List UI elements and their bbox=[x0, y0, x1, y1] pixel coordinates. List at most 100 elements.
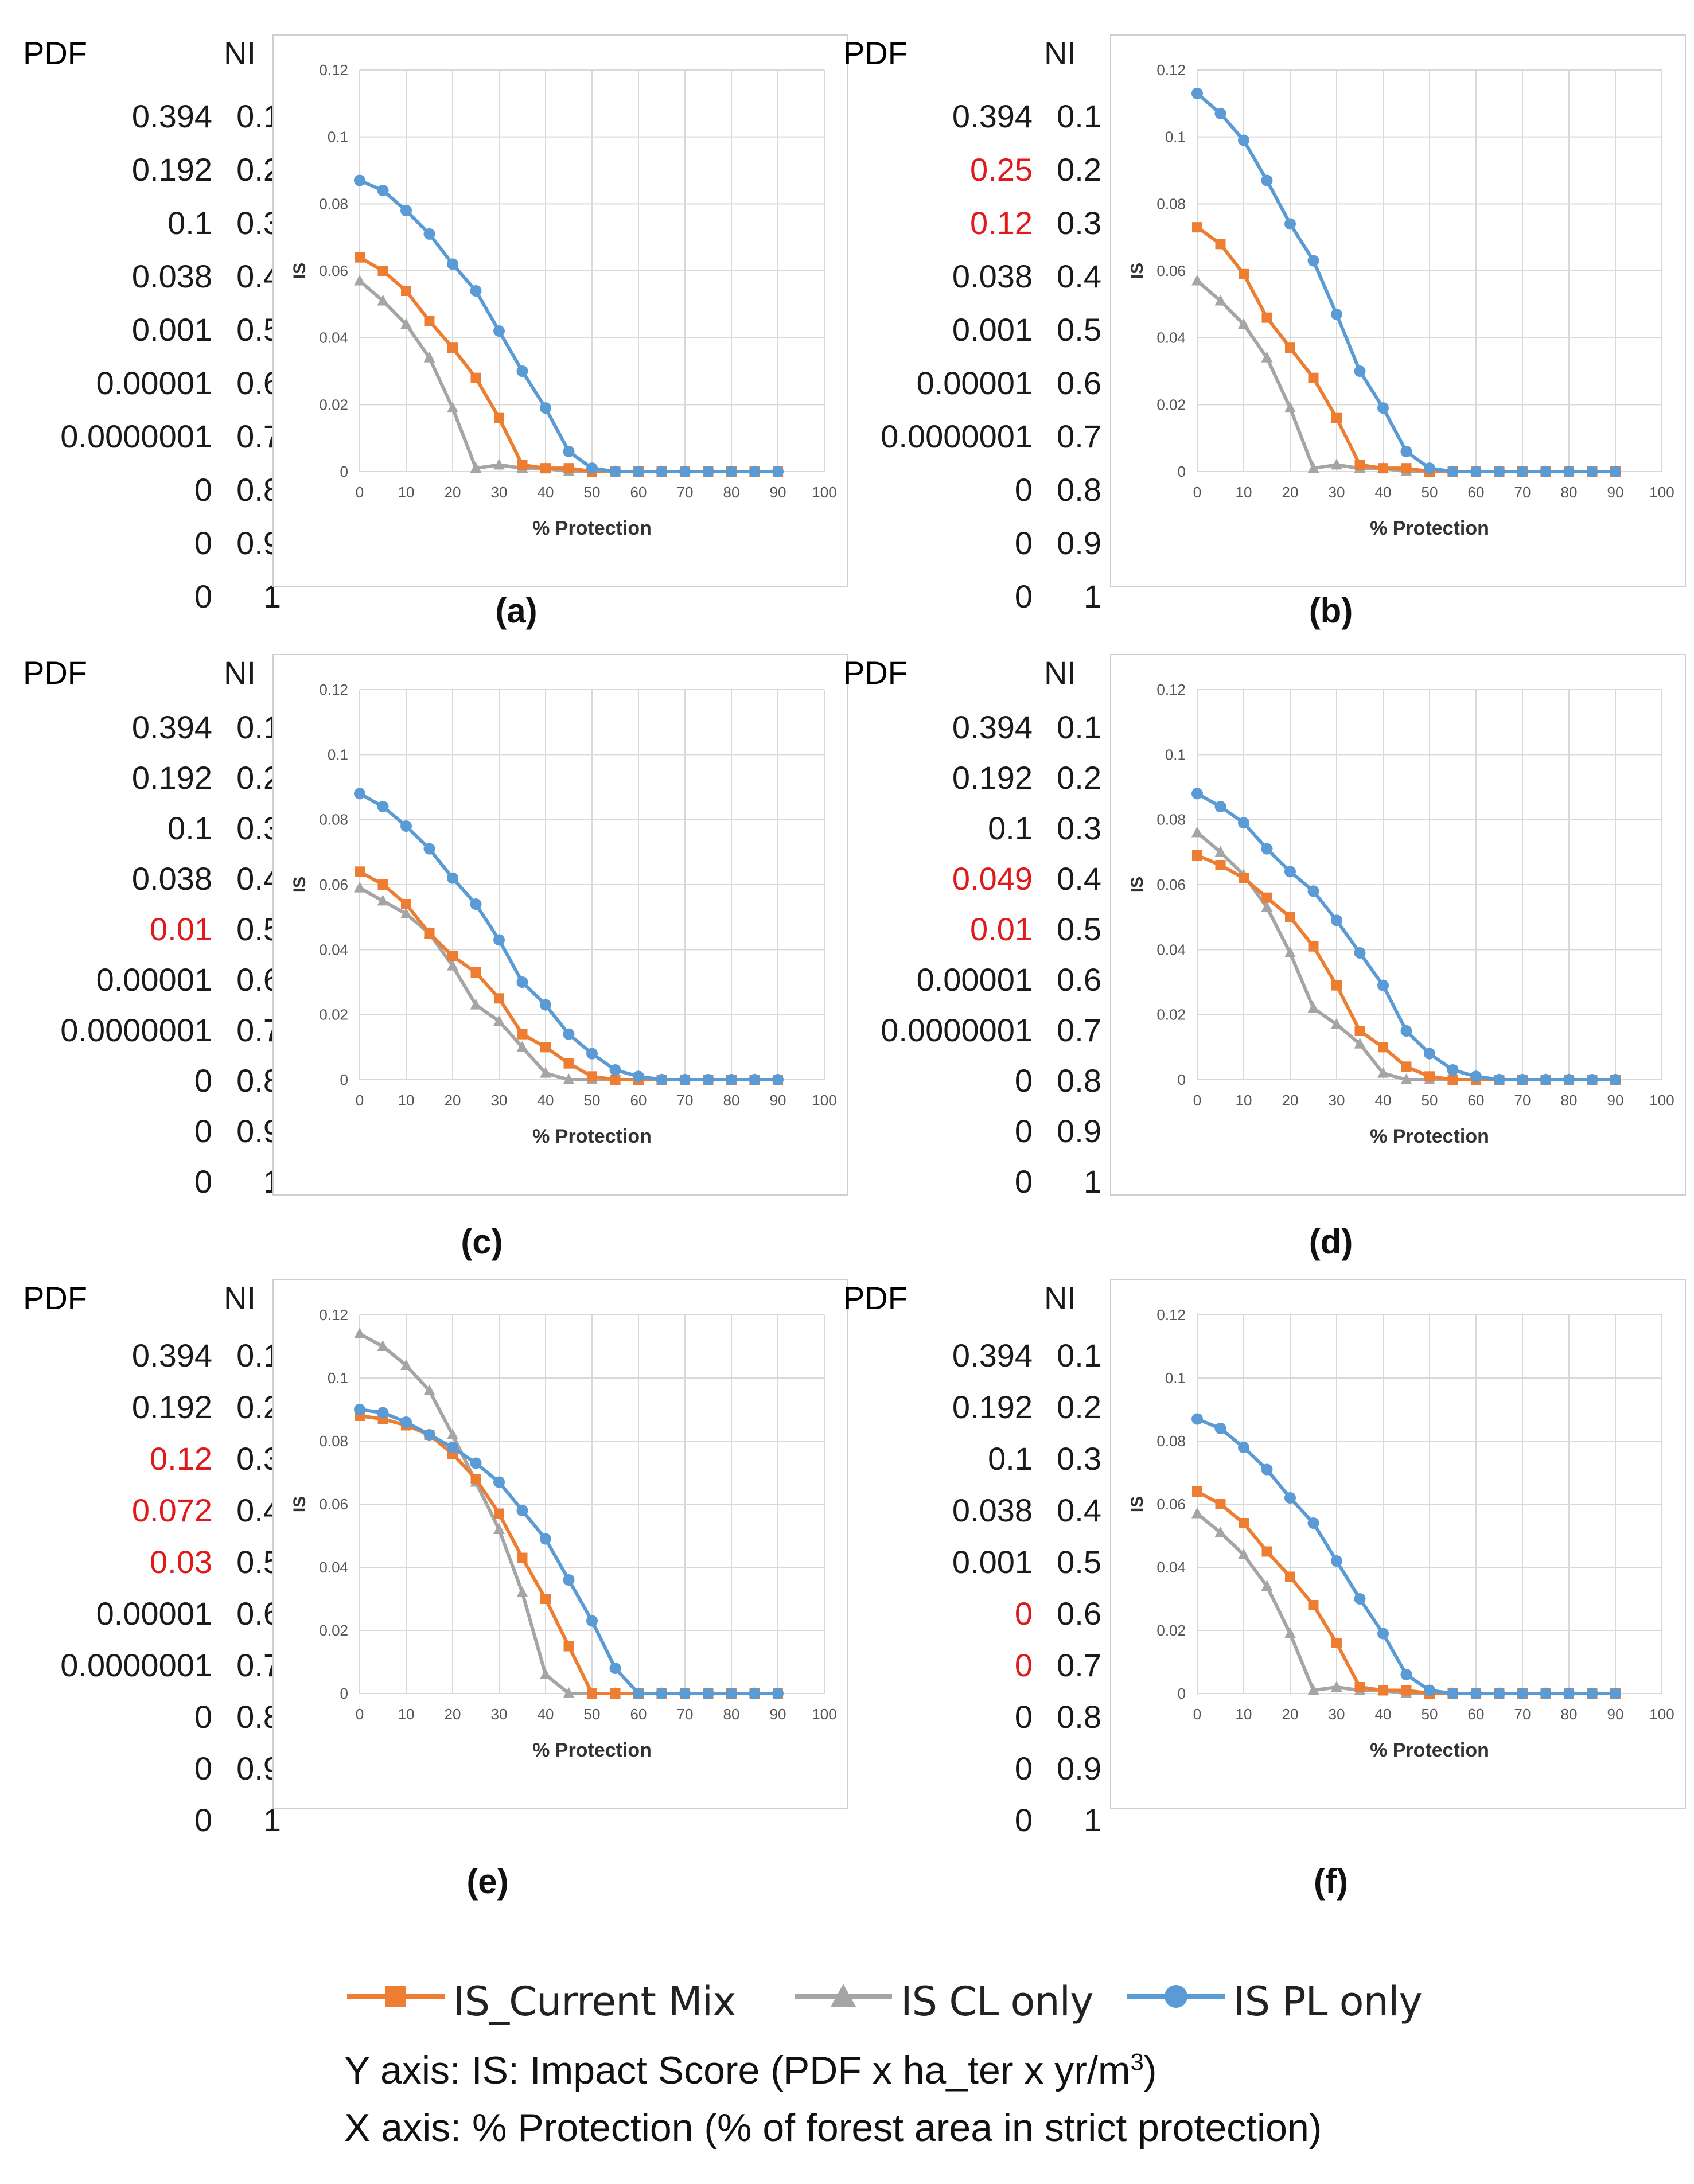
x-tick-label: 20 bbox=[445, 484, 461, 501]
data-point-pl-only bbox=[563, 1028, 575, 1040]
y-tick-label: 0.04 bbox=[1156, 329, 1186, 347]
panel-d-pdf-cell: 0.049 bbox=[952, 861, 1033, 897]
x-tick-label: 20 bbox=[1282, 1706, 1299, 1723]
panel-c-ni-header: NI bbox=[224, 655, 256, 691]
data-point-pl-only bbox=[1191, 788, 1203, 800]
data-point-cl-only bbox=[1400, 1073, 1412, 1084]
x-tick-label: 70 bbox=[677, 484, 694, 501]
panel-c-pdf-cell: 0.038 bbox=[131, 861, 212, 897]
data-point-pl-only bbox=[1238, 1442, 1249, 1453]
data-point-pl-only bbox=[1400, 446, 1412, 457]
data-point-pl-only bbox=[772, 1074, 784, 1085]
x-tick-label: 90 bbox=[770, 1092, 786, 1109]
data-point-pl-only bbox=[1470, 466, 1482, 477]
data-point-current-mix bbox=[1215, 860, 1226, 870]
panel-a-pdf-cell: 0.0000001 bbox=[60, 418, 212, 454]
panel-d-pdf-cell: 0.0000001 bbox=[881, 1012, 1033, 1048]
data-point-pl-only bbox=[1610, 466, 1621, 477]
data-point-pl-only bbox=[1493, 466, 1505, 477]
panel-e-pdf-cell: 0.072 bbox=[131, 1492, 212, 1528]
data-point-current-mix bbox=[1192, 1486, 1202, 1497]
y-tick-label: 0.12 bbox=[319, 1306, 348, 1323]
data-point-pl-only bbox=[400, 1416, 412, 1428]
data-point-pl-only bbox=[1307, 1517, 1319, 1529]
data-point-pl-only bbox=[679, 1688, 691, 1699]
data-point-current-mix bbox=[1239, 1518, 1249, 1528]
data-point-cl-only bbox=[1238, 1548, 1249, 1559]
data-point-cl-only bbox=[400, 908, 412, 918]
data-point-current-mix bbox=[1261, 1546, 1272, 1557]
data-point-current-mix bbox=[587, 1688, 597, 1699]
data-point-cl-only bbox=[540, 1066, 551, 1078]
data-point-cl-only bbox=[1191, 274, 1203, 286]
x-tick-label: 40 bbox=[1375, 1706, 1392, 1723]
panel-f-ni-cell: 0.8 bbox=[1057, 1699, 1101, 1735]
panel-d-ni-cell: 0.1 bbox=[1057, 709, 1101, 745]
data-point-cl-only bbox=[470, 998, 482, 1010]
y-tick-label: 0.06 bbox=[319, 876, 348, 893]
panel-a-pdf-cell: 0 bbox=[194, 472, 212, 508]
x-tick-label: 70 bbox=[1514, 1092, 1531, 1109]
data-point-pl-only bbox=[1517, 466, 1528, 477]
y-tick-label: 0.08 bbox=[1156, 1432, 1186, 1450]
data-point-pl-only bbox=[656, 466, 668, 477]
data-point-current-mix bbox=[470, 372, 481, 383]
panel-a-chart: 0 0.02 0.04 0.06 0.08 0.1 0.12 0 10 20 30 40 50 60 70 8… bbox=[272, 34, 848, 587]
y-tick-label: 0.1 bbox=[328, 129, 348, 146]
x-tick-label: 60 bbox=[1468, 484, 1485, 501]
panel-f-pdf-cell: 0 bbox=[1014, 1647, 1033, 1683]
panel-e-label: (e) bbox=[466, 1862, 509, 1901]
data-point-pl-only bbox=[447, 258, 458, 270]
y-tick-label: 0.02 bbox=[1156, 396, 1186, 413]
panel-f-ni-cell: 0.5 bbox=[1057, 1544, 1101, 1580]
y-axis-title: IS bbox=[1128, 877, 1147, 893]
data-point-cl-only bbox=[493, 1015, 505, 1026]
data-point-pl-only bbox=[586, 1615, 598, 1627]
panel-b-pdf-cell: 0.001 bbox=[952, 312, 1033, 348]
y-tick-label: 0.08 bbox=[1156, 811, 1186, 828]
panel-d-pdf-cell: 0 bbox=[1014, 1062, 1033, 1099]
x-tick-label: 90 bbox=[1607, 1706, 1624, 1723]
data-point-pl-only bbox=[726, 466, 737, 477]
data-point-cl-only bbox=[1307, 1684, 1319, 1695]
data-point-current-mix bbox=[1447, 1075, 1458, 1085]
data-point-current-mix bbox=[1215, 239, 1226, 250]
x-tick-label: 30 bbox=[491, 1092, 508, 1109]
y-tick-label: 0.04 bbox=[1156, 1559, 1186, 1576]
y-tick-label: 0.12 bbox=[319, 681, 348, 698]
data-point-pl-only bbox=[702, 1074, 714, 1085]
y-tick-label: 0.08 bbox=[319, 811, 348, 828]
data-point-pl-only bbox=[516, 365, 528, 377]
panel-c-pdf-cell: 0.0000001 bbox=[60, 1012, 212, 1048]
series-line-pl-only bbox=[1196, 792, 1615, 1081]
data-point-current-mix bbox=[470, 967, 481, 978]
panel-c-chart: 0 0.02 0.04 0.06 0.08 0.1 0.12 0 10 20 30 40 50 60 70 8… bbox=[272, 654, 848, 1196]
y-tick-label: 0.02 bbox=[1156, 1006, 1186, 1023]
data-point-cl-only bbox=[1191, 1507, 1203, 1519]
x-tick-label: 10 bbox=[1236, 1092, 1252, 1109]
data-point-pl-only bbox=[1517, 1074, 1528, 1085]
y-tick-label: 0.06 bbox=[1156, 1496, 1186, 1513]
data-point-pl-only bbox=[354, 1404, 365, 1415]
data-point-pl-only bbox=[447, 1442, 458, 1453]
x-tick-label: 90 bbox=[1607, 1092, 1624, 1109]
x-tick-label: 50 bbox=[1422, 484, 1438, 501]
panel-e-pdf-cell: 0.03 bbox=[150, 1544, 212, 1580]
data-point-current-mix bbox=[424, 316, 435, 326]
series-line-current-mix bbox=[1196, 854, 1615, 1081]
panel-e-pdf-cell: 0.12 bbox=[150, 1441, 212, 1477]
panel-a-pdf-cell: 0 bbox=[194, 525, 212, 561]
data-point-current-mix bbox=[1285, 1571, 1295, 1582]
panel-c-pdf-cell: 0.1 bbox=[168, 810, 212, 846]
data-point-pl-only bbox=[1447, 1064, 1459, 1076]
data-point-current-mix bbox=[401, 899, 411, 909]
panel-d-ni-cell: 0.4 bbox=[1057, 861, 1101, 897]
data-point-pl-only bbox=[1214, 801, 1226, 812]
y-tick-label: 0 bbox=[1178, 1685, 1186, 1702]
data-point-pl-only bbox=[470, 898, 482, 910]
data-point-cl-only bbox=[516, 1041, 528, 1052]
y-tick-label: 0.1 bbox=[1165, 1369, 1186, 1387]
data-point-current-mix bbox=[494, 412, 504, 423]
data-point-pl-only bbox=[400, 820, 412, 832]
panel-a-plot: 0 0.02 0.04 0.06 0.08 0.1 0.12 0 10 20 30 40 50 60 70 8… bbox=[290, 61, 837, 539]
